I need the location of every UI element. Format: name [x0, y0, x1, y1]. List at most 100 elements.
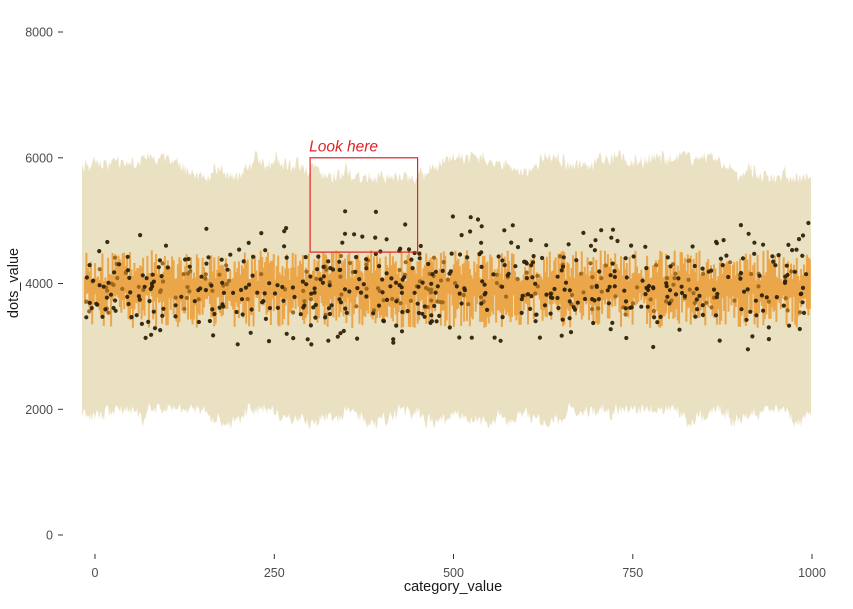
data-point [391, 337, 396, 342]
linerange-bar [405, 281, 407, 305]
data-point [500, 315, 505, 320]
data-point [165, 265, 170, 270]
linerange-bar [384, 256, 387, 316]
linerange-bar [235, 271, 237, 303]
data-point [235, 342, 240, 347]
data-point [500, 258, 505, 263]
data-point [623, 256, 628, 261]
data-point [450, 214, 455, 219]
linerange-bar [155, 254, 158, 327]
data-point [157, 258, 162, 263]
linerange-bar [803, 264, 805, 300]
linerange-bar [630, 278, 633, 309]
data-point [784, 263, 789, 268]
data-point [381, 318, 386, 323]
data-point [766, 299, 772, 304]
data-point [447, 325, 452, 330]
linerange-bar [556, 279, 559, 306]
data-point [639, 304, 644, 309]
linerange-bar [499, 273, 502, 313]
linerange-bar [641, 276, 644, 297]
data-point [643, 292, 648, 297]
linerange-bar [476, 264, 479, 305]
data-point [160, 279, 166, 284]
linerange-bar [458, 266, 461, 301]
linerange-bar [723, 265, 726, 311]
data-point [524, 261, 529, 266]
data-point [203, 276, 208, 281]
data-point [540, 255, 545, 261]
data-point [771, 259, 776, 264]
data-point [344, 310, 349, 315]
data-point [528, 238, 533, 243]
linerange-bar [461, 264, 464, 295]
linerange-bar [516, 276, 519, 315]
linerange-bar [670, 274, 673, 312]
data-point [364, 286, 369, 291]
data-point [267, 306, 272, 311]
data-point [87, 300, 92, 305]
data-point [479, 250, 484, 255]
linerange-bar [285, 254, 288, 300]
data-point [623, 312, 628, 317]
data-point [181, 272, 186, 277]
data-point [563, 280, 569, 285]
data-point [151, 279, 156, 284]
data-point [479, 240, 484, 245]
data-point [750, 334, 755, 339]
linerange-bar [319, 272, 322, 296]
data-point [341, 328, 346, 334]
data-point [749, 271, 754, 277]
data-point [234, 309, 239, 315]
data-point [574, 258, 579, 263]
linerange-bar [274, 279, 277, 295]
data-point [158, 289, 163, 295]
data-point [246, 240, 251, 245]
linerange-bar [281, 266, 284, 325]
data-point [567, 299, 572, 304]
data-point [449, 251, 454, 256]
linerange-bar [89, 261, 92, 306]
data-point [440, 268, 445, 273]
data-point [559, 333, 564, 338]
data-point [259, 231, 264, 236]
data-point [429, 313, 434, 318]
data-point [480, 279, 485, 284]
linerange-bar [134, 271, 137, 303]
data-point [581, 290, 586, 295]
linerange-bar [223, 268, 226, 294]
data-point [84, 299, 89, 304]
linerange-bar [805, 254, 808, 309]
data-point [347, 289, 352, 294]
linerange-bar [631, 273, 634, 325]
data-point [384, 237, 389, 242]
linerange-bar [541, 279, 544, 321]
linerange-bar [217, 256, 220, 298]
data-point [738, 276, 743, 281]
linerange-bar [474, 271, 477, 312]
linerange-bar [290, 267, 293, 313]
linerange-bar [197, 258, 200, 314]
data-point [533, 281, 538, 286]
data-point [774, 295, 779, 300]
data-point [610, 227, 616, 232]
data-point [330, 267, 336, 272]
linerange-bar [678, 270, 681, 324]
linerange-bar [643, 280, 646, 304]
linerange-bar [373, 256, 375, 310]
data-point [380, 277, 385, 282]
linerange-bar [406, 255, 409, 310]
linerange-bar [791, 278, 794, 322]
linerange-bar [219, 266, 222, 313]
data-point [410, 266, 415, 271]
linerange-bar [402, 271, 405, 328]
linerange-bar [140, 266, 143, 320]
data-point [304, 269, 309, 274]
linerange-bar [707, 259, 710, 307]
data-point [327, 280, 332, 285]
data-point [138, 233, 143, 238]
linerange-bar [355, 258, 358, 297]
linerange-bar [649, 278, 652, 328]
data-point [302, 299, 307, 304]
